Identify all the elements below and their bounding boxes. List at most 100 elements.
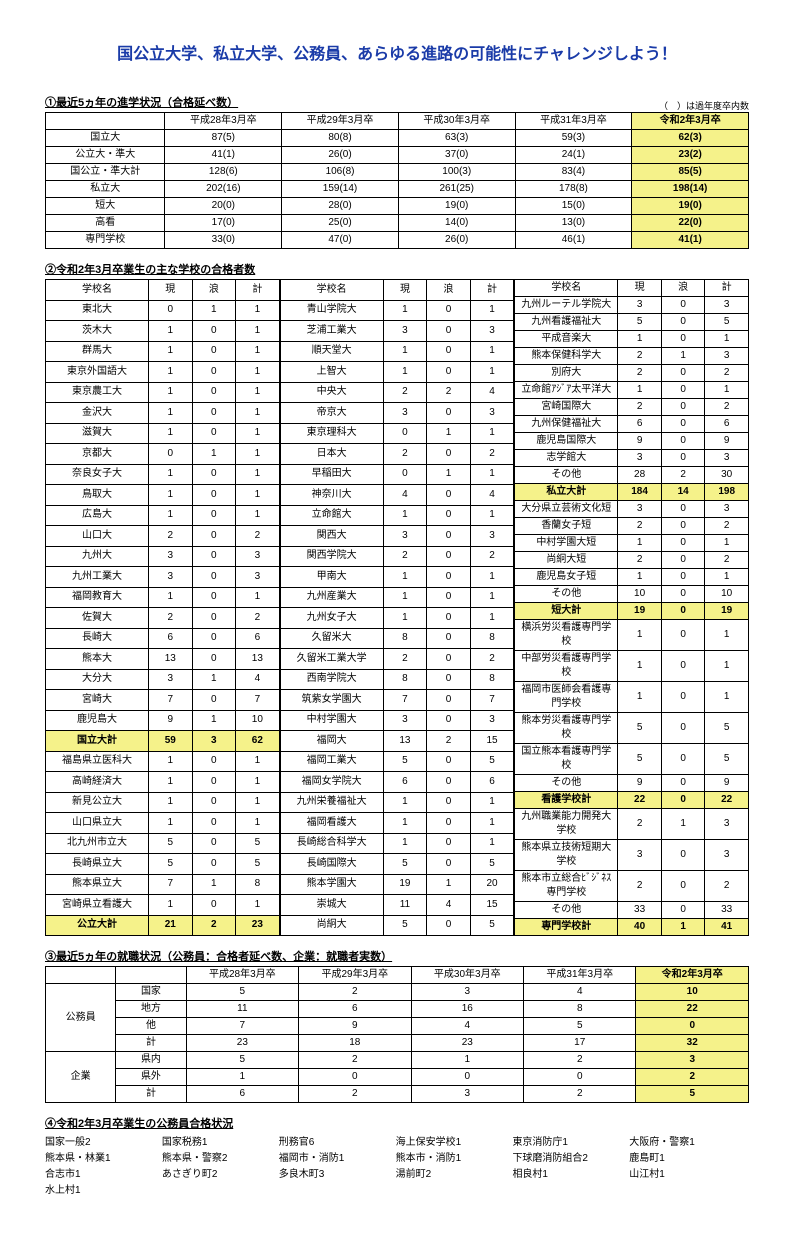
school-name: 中央大 [280, 382, 383, 403]
cell: 6 [705, 416, 749, 433]
school-name: 立命館ｱｼﾞｱ太平洋大 [515, 382, 618, 399]
cell: 5 [705, 744, 749, 775]
cell: 0 [427, 608, 471, 629]
school-name: 長崎総合科学大 [280, 833, 383, 854]
cell: 1 [236, 751, 280, 772]
cell: 1 [149, 792, 193, 813]
school-name: 高崎経済大 [46, 772, 149, 793]
col-header: 計 [470, 280, 514, 301]
cell: 1 [236, 341, 280, 362]
cell: 3 [705, 297, 749, 314]
list-item: 熊本市・消防1 [396, 1151, 513, 1167]
cell: 0 [192, 772, 236, 793]
cell: 1 [192, 300, 236, 321]
school-name: 志学館大 [515, 450, 618, 467]
cell: 22 [636, 1001, 749, 1018]
school-name: 尚絅大短 [515, 552, 618, 569]
cell: 0 [661, 399, 705, 416]
cell: 0 [427, 362, 471, 383]
cell: 1 [236, 423, 280, 444]
cell: 3 [149, 669, 193, 690]
cell: 1 [236, 772, 280, 793]
cell: 7 [383, 690, 427, 711]
cell: 1 [236, 362, 280, 383]
cell: 3 [470, 526, 514, 547]
col-header: 現 [383, 280, 427, 301]
cell: 2 [299, 984, 411, 1001]
cell: 19 [705, 603, 749, 620]
cell: 1 [705, 682, 749, 713]
cell: 0 [192, 895, 236, 916]
cell: 4 [427, 895, 471, 916]
school-name: 公立大計 [46, 915, 149, 936]
cell: 0 [427, 403, 471, 424]
cell: 5 [383, 751, 427, 772]
school-name: 日本大 [280, 444, 383, 465]
cell: 0 [192, 854, 236, 875]
cell: 178(8) [515, 181, 632, 198]
cell: 3 [705, 501, 749, 518]
cell: 0 [661, 450, 705, 467]
cell: 1 [470, 300, 514, 321]
cell: 2 [236, 526, 280, 547]
cell: 1 [149, 362, 193, 383]
cell: 0 [661, 682, 705, 713]
cell: 1 [618, 331, 662, 348]
cell: 40 [618, 919, 662, 936]
school-name: 九州栄養福祉大 [280, 792, 383, 813]
cell: 8 [383, 628, 427, 649]
cell: 0 [661, 586, 705, 603]
school-name: 早稲田大 [280, 464, 383, 485]
cell: 1 [383, 567, 427, 588]
school-name: 立命館大 [280, 505, 383, 526]
cell: 1 [149, 772, 193, 793]
sec4-list: 国家一般2国家税務1刑務官6海上保安学校1東京消防庁1大阪府・警察1熊本県・林業… [45, 1135, 749, 1199]
cell: 1 [383, 813, 427, 834]
school-name: 九州看護福祉大 [515, 314, 618, 331]
cell: 3 [383, 321, 427, 342]
list-item: 湯前町2 [396, 1167, 513, 1183]
cell: 1 [149, 751, 193, 772]
cell: 1 [149, 382, 193, 403]
col-header: 浪 [661, 280, 705, 297]
col-header: 浪 [192, 280, 236, 301]
sec1-header: ①最近5ヵ年の進学状況（合格延べ数） [45, 94, 238, 110]
cell: 0 [427, 505, 471, 526]
school-name: 鹿児島大 [46, 710, 149, 731]
cell: 2 [618, 348, 662, 365]
school-name: 大分大 [46, 669, 149, 690]
cell: 1 [470, 587, 514, 608]
cell: 1 [383, 362, 427, 383]
cell: 5 [383, 915, 427, 936]
cell: 2 [524, 1086, 636, 1103]
cell: 1 [236, 321, 280, 342]
cell: 1 [149, 895, 193, 916]
school-name: 福岡大 [280, 731, 383, 752]
cell: 0 [427, 915, 471, 936]
cell: 1 [470, 813, 514, 834]
school-name: 鹿児島女子短 [515, 569, 618, 586]
cell: 1 [705, 620, 749, 651]
cell: 0 [383, 464, 427, 485]
sec2-header: ②令和2年3月卒業生の主な学校の合格者数 [45, 261, 749, 277]
cell: 0 [427, 813, 471, 834]
cell: 1 [470, 423, 514, 444]
cell: 0 [192, 423, 236, 444]
cell: 6 [236, 628, 280, 649]
cell: 47(0) [282, 232, 399, 249]
cell: 0 [192, 690, 236, 711]
cell: 5 [149, 833, 193, 854]
cell: 0 [524, 1069, 636, 1086]
cell: 33(0) [165, 232, 282, 249]
school-name: 大分県立芸術文化短 [515, 501, 618, 518]
cell: 1 [236, 382, 280, 403]
school-name: 久留米工業大学 [280, 649, 383, 670]
cell: 2 [470, 546, 514, 567]
cell: 1 [192, 874, 236, 895]
school-name: 尚絅大 [280, 915, 383, 936]
cell: 0 [661, 620, 705, 651]
cell: 3 [383, 710, 427, 731]
cell: 3 [236, 546, 280, 567]
school-name: 奈良女子大 [46, 464, 149, 485]
cell: 2 [618, 518, 662, 535]
